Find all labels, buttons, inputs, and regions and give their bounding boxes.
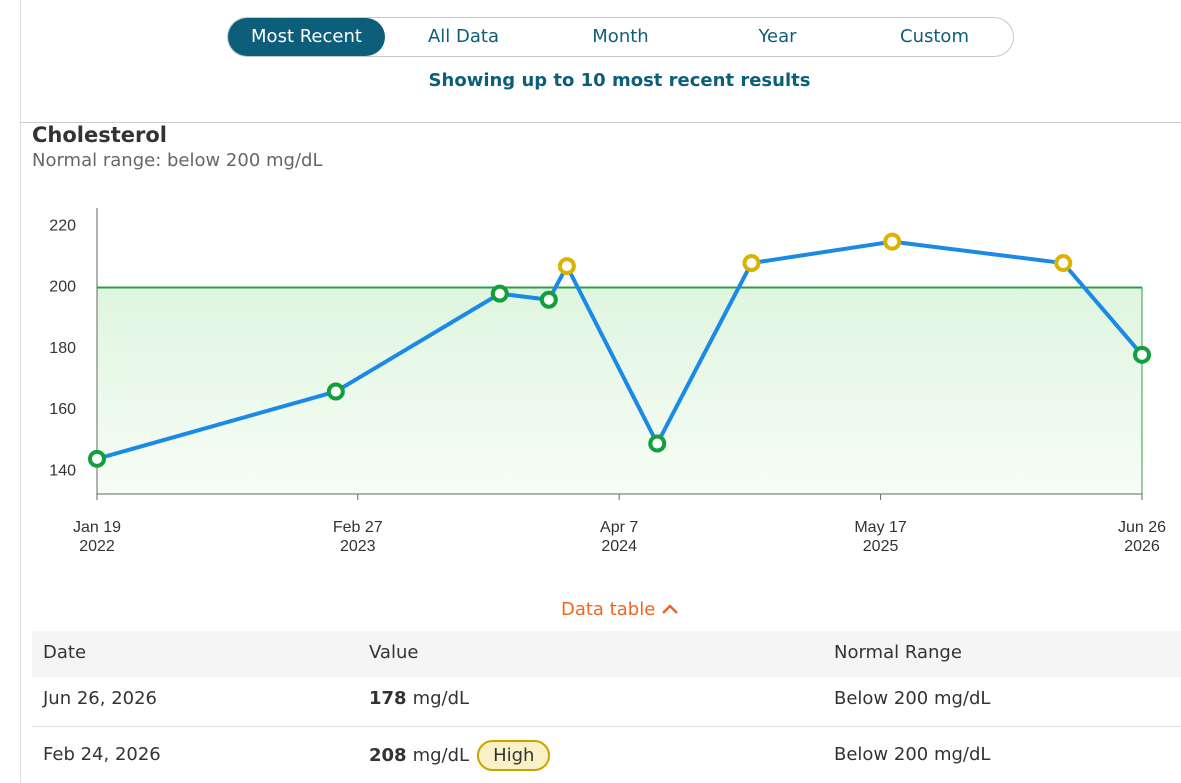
- unit: mg/dL: [412, 745, 470, 766]
- chevron-up: [662, 604, 678, 614]
- divider: [20, 122, 1181, 123]
- y-tick-label: 180: [49, 340, 76, 357]
- table-header-cell: Date: [43, 642, 87, 663]
- x-tick-label-line: 2026: [1124, 538, 1160, 555]
- y-tick-label: 160: [49, 401, 76, 418]
- tab[interactable]: Year: [758, 26, 797, 47]
- data-point: [490, 284, 509, 303]
- data-point: [1133, 345, 1151, 364]
- side-border: [20, 0, 21, 783]
- chart-title: Cholesterol: [32, 123, 167, 147]
- x-tick-label-line: May 17: [854, 519, 907, 536]
- data-point: [88, 449, 106, 468]
- data-point: [326, 382, 345, 401]
- range-cell: Below 200 mg/dL: [834, 744, 991, 765]
- x-tick-label: Jan 19 2022: [73, 519, 121, 555]
- normal-range-band: [96, 287, 1143, 495]
- data-point: [883, 232, 902, 251]
- date-cell: Jun 26, 2026: [43, 688, 158, 709]
- x-tick-label-line: Jun 26: [1118, 519, 1166, 536]
- value-cell: 178 mg/dL: [369, 688, 469, 709]
- x-tick-label-line: Feb 27: [333, 519, 383, 536]
- x-tick-label-line: Apr 7: [600, 519, 638, 536]
- tab[interactable]: Month: [592, 26, 649, 47]
- table-header-cell: Value: [369, 642, 419, 663]
- tab-bar: Most Recent All Data Month Year Custom: [227, 17, 1014, 57]
- range-cell: Below 200 mg/dL: [834, 688, 991, 709]
- x-tick-label: Apr 7 2024: [600, 519, 638, 555]
- x-tick-label-line: 2025: [863, 538, 899, 555]
- tab[interactable]: All Data: [427, 26, 499, 47]
- unit: mg/dL: [412, 688, 470, 709]
- data-line: [96, 239, 1144, 461]
- toggle-label: Data table: [560, 599, 656, 620]
- x-tick-label: Jun 26 2026: [1118, 519, 1166, 555]
- x-tick-label-line: 2022: [79, 538, 115, 555]
- y-tick-label: 200: [49, 279, 76, 296]
- data-point: [557, 257, 576, 276]
- tab[interactable]: Custom: [900, 26, 969, 47]
- x-tick-label-line: Jan 19: [73, 519, 121, 536]
- date-cell: Feb 24, 2026: [43, 744, 161, 765]
- x-tick-label: May 17 2025: [854, 519, 907, 555]
- chart-subtitle: Normal range: below 200 mg/dL: [32, 150, 323, 171]
- y-tick-label: 140: [49, 462, 76, 479]
- table-header: [32, 631, 1181, 677]
- tab[interactable]: Most Recent: [228, 18, 385, 56]
- data-point: [648, 434, 667, 453]
- data-point: [539, 290, 558, 309]
- data-table-toggle[interactable]: Data table: [500, 599, 740, 620]
- value: 208: [369, 745, 407, 766]
- notice: Showing up to 10 most recent results: [428, 70, 811, 91]
- value: 178: [369, 688, 407, 709]
- row-divider: [32, 726, 1181, 727]
- data-point: [742, 254, 761, 273]
- x-tick-label-line: 2023: [340, 538, 376, 555]
- x-tick-label: Feb 27 2023: [333, 519, 383, 555]
- chart: 140 160 180 200 220 Jan 19 2022 Feb 27 2023 Apr 7…: [49, 208, 1166, 555]
- y-tick-label: 220: [49, 218, 76, 235]
- high-badge: High: [477, 740, 551, 771]
- value-cell: 208 mg/dL High: [369, 740, 551, 771]
- data-point: [1054, 254, 1073, 273]
- table-header-cell: Normal Range: [834, 642, 962, 663]
- x-tick-label-line: 2024: [601, 538, 637, 555]
